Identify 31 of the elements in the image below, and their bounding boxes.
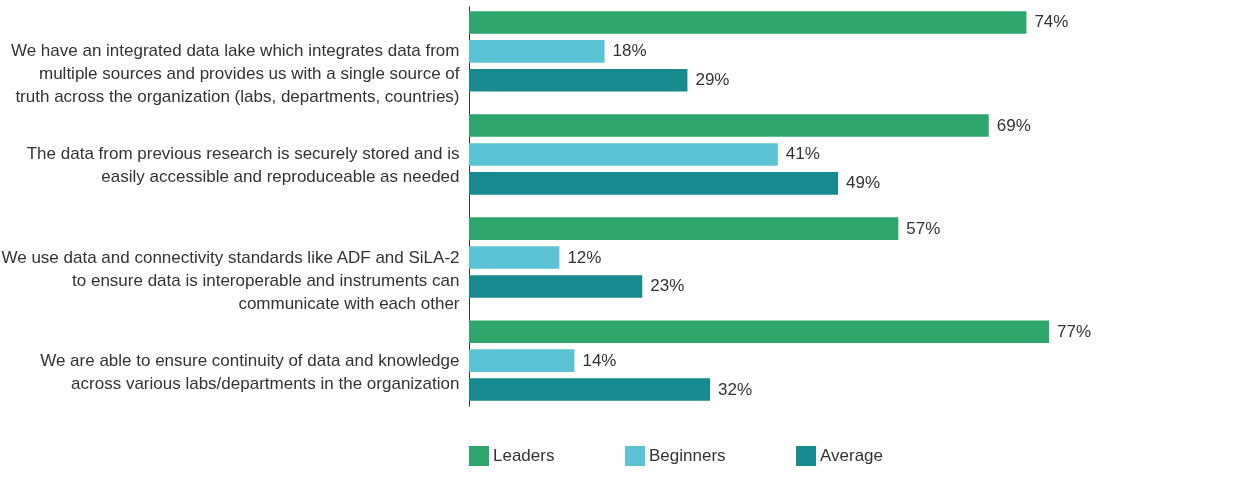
data-label: 41% [785,144,820,164]
bar [469,320,1049,343]
bar [469,11,1027,34]
bar [469,275,643,298]
bar [469,114,989,137]
data-label: 74% [1034,12,1069,32]
bar [469,246,560,269]
y-tick-label: We use data and connectivity standards like ADF and SiLA-2 to ensure data is interoperable and instruments can communicate with each other [1,247,460,313]
bar [469,172,839,195]
data-label: 12% [567,247,602,267]
legend-label: Leaders [493,446,555,465]
data-label: 23% [650,276,685,296]
y-tick-label: We have an integrated data lake which integrates data from multiple sources and provides us with a single source of truth across the organization (labs, departments, countries) [10,41,460,107]
y-tick-label: The data from previous research is securely stored and is easily accessible and reproduceable as needed [26,144,460,187]
bar [469,69,688,92]
bar [469,143,778,166]
data-label: 14% [582,350,617,370]
bar [469,378,711,401]
data-label: 32% [718,379,753,399]
data-label: 49% [846,173,881,193]
legend-label: Average [820,446,884,465]
data-label: 18% [612,41,647,61]
legend-label: Beginners [649,446,726,465]
data-label: 29% [695,70,730,90]
data-label: 57% [906,218,941,238]
y-tick-label: We are able to ensure continuity of data and knowledge across various labs/departments in the organization [40,350,460,393]
data-label: 77% [1057,321,1092,341]
data-label: 69% [996,115,1031,135]
bar [469,40,605,63]
bar [469,217,899,240]
bar [469,349,575,372]
